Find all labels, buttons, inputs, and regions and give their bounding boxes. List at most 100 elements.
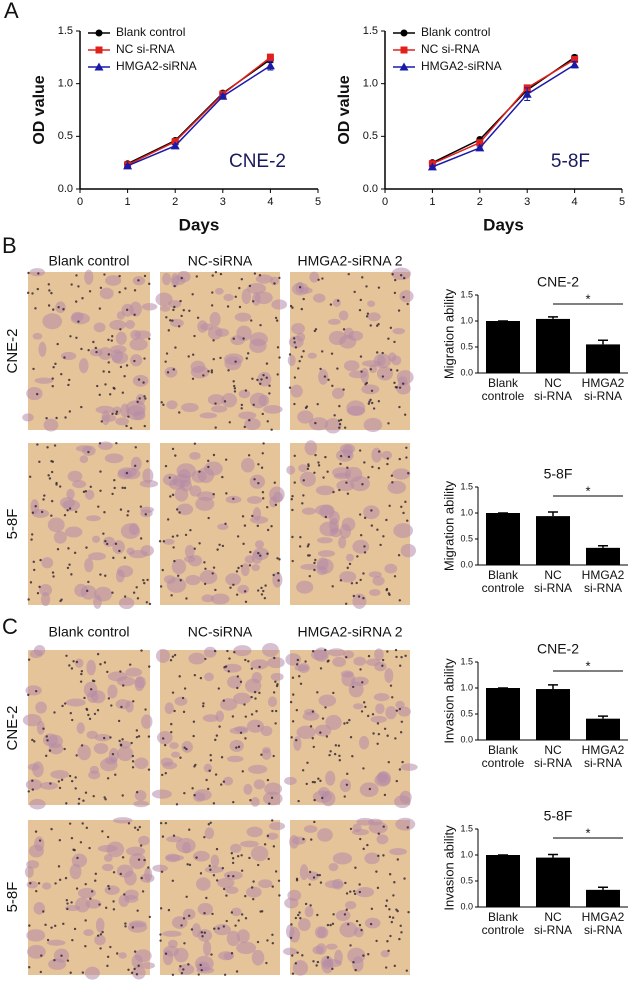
cell (325, 770, 336, 786)
pore (325, 735, 329, 738)
pore (221, 866, 225, 870)
pore (73, 551, 77, 555)
pore (221, 475, 224, 479)
pore (130, 741, 133, 745)
pore (233, 650, 236, 654)
pore (213, 927, 216, 930)
pore (253, 690, 257, 694)
pore (106, 835, 110, 839)
pore (220, 756, 224, 759)
pore (167, 329, 170, 332)
pore (324, 706, 327, 709)
x-tick-label: controle (482, 923, 525, 937)
pore (142, 381, 145, 384)
cell (257, 371, 272, 387)
cell (353, 656, 367, 666)
pore (63, 356, 66, 359)
pore (291, 535, 294, 539)
pore (135, 973, 139, 976)
pore (191, 293, 194, 296)
pore (136, 909, 139, 912)
pore (75, 336, 78, 339)
pore (175, 803, 179, 806)
pore (369, 324, 372, 327)
pore (381, 351, 384, 355)
y-tick-label: 1.0 (460, 682, 473, 692)
pore (107, 338, 110, 342)
pore (354, 866, 357, 869)
cell (28, 844, 44, 858)
pore (84, 791, 88, 794)
x-tick-label: 0 (77, 196, 83, 208)
pore (143, 858, 146, 862)
pore (309, 725, 313, 728)
pore (238, 286, 241, 290)
cell (77, 887, 96, 899)
pore (222, 699, 225, 702)
pore (46, 938, 50, 942)
pore (381, 658, 385, 662)
cell (226, 755, 244, 763)
pore (118, 739, 121, 743)
pore (199, 872, 203, 875)
pore (168, 476, 171, 479)
cell (254, 291, 273, 305)
cell (24, 866, 34, 878)
pore (201, 935, 204, 938)
pore (189, 528, 192, 532)
cell (129, 853, 147, 870)
pore (76, 856, 79, 860)
pore (234, 295, 237, 298)
pore (305, 782, 308, 786)
pore (185, 895, 188, 899)
cell (377, 771, 389, 783)
pore (99, 489, 102, 492)
pore (44, 923, 47, 927)
pore (161, 568, 164, 572)
cell (71, 311, 84, 322)
pore (84, 945, 87, 948)
pore (98, 442, 102, 445)
pore (188, 828, 191, 831)
pore (70, 901, 73, 904)
cell (251, 550, 263, 564)
pore (86, 589, 89, 593)
pore (236, 686, 239, 690)
pore (395, 779, 398, 783)
pore (316, 913, 319, 917)
pore (342, 388, 345, 391)
cell (95, 917, 105, 933)
cell (125, 667, 143, 677)
pore (298, 359, 301, 363)
pore (75, 754, 78, 757)
pore (236, 854, 240, 858)
x-tick-label: HMGA2 (582, 376, 625, 390)
pore (223, 973, 227, 976)
pore (77, 802, 81, 805)
pore (159, 939, 162, 942)
cell (178, 963, 195, 975)
pore (328, 753, 331, 757)
cell (288, 335, 304, 349)
pore (164, 821, 168, 825)
pore (37, 882, 41, 885)
pore (61, 704, 64, 708)
cell (310, 649, 328, 661)
pore (39, 558, 42, 562)
pore (171, 319, 174, 322)
pore (215, 879, 219, 882)
pore (68, 563, 71, 566)
pore (260, 378, 263, 381)
pore (306, 545, 310, 548)
cell (243, 783, 253, 795)
x-tick-label: si-RNA (534, 389, 572, 403)
pore (294, 962, 298, 965)
x-tick-label: 3 (524, 196, 530, 208)
cell (225, 886, 239, 894)
pore (173, 305, 176, 309)
legend-marker (400, 46, 408, 54)
pore (145, 601, 149, 604)
pore (214, 588, 217, 592)
pore (109, 945, 112, 949)
pore (146, 460, 149, 463)
